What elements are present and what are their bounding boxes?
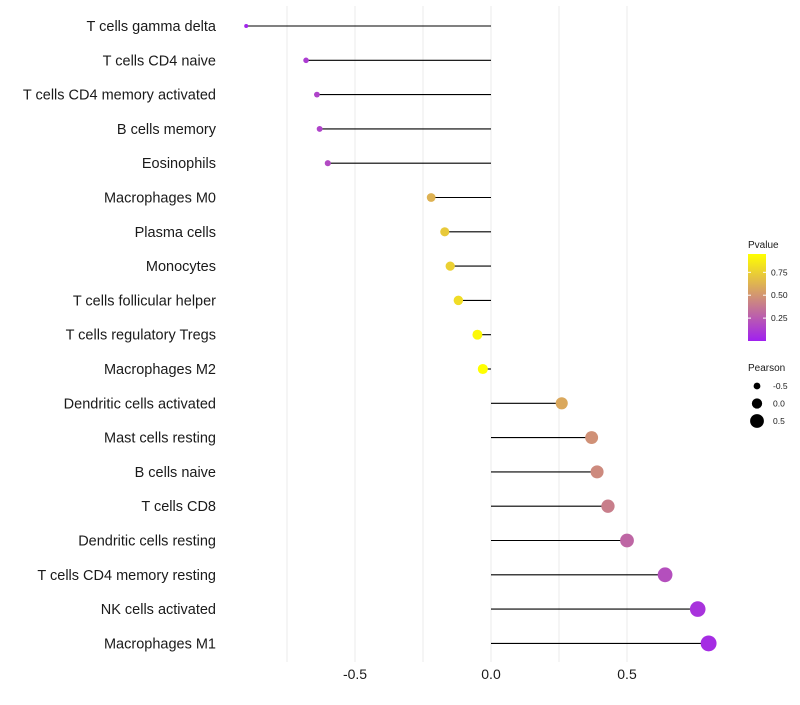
size-legend-label: 0.5 [773, 416, 785, 426]
data-point [477, 363, 488, 375]
data-point [316, 125, 323, 132]
category-label: Monocytes [146, 259, 216, 275]
category-label: Macrophages M0 [104, 191, 216, 207]
pearson-legend: Pearson -0.5 0.0 0.5 [748, 363, 788, 428]
data-point [453, 295, 464, 306]
pvalue-legend: Pvalue 0.75 0.50 0.25 [748, 240, 788, 341]
category-label: Dendritic cells resting [78, 534, 216, 550]
x-tick-label: 0.0 [481, 666, 501, 682]
data-point [620, 533, 634, 548]
data-point [700, 635, 717, 652]
category-label: Dendritic cells activated [64, 396, 216, 412]
data-point [689, 601, 706, 617]
data-point [445, 261, 455, 271]
colorbar-tick-label: 0.25 [771, 313, 788, 323]
category-label: Macrophages M1 [104, 636, 216, 652]
colorbar-tick-label: 0.75 [771, 267, 788, 277]
pvalue-legend-ticks: 0.75 0.50 0.25 [748, 267, 788, 323]
size-legend-label: 0.0 [773, 399, 785, 409]
pearson-legend-title: Pearson [748, 363, 785, 374]
size-legend-dot [753, 382, 761, 390]
data-point [590, 465, 604, 479]
category-labels: T cells gamma delta T cells CD4 naive T ce… [23, 19, 217, 652]
category-label: T cells follicular helper [73, 293, 216, 309]
size-legend-dot [750, 414, 764, 428]
point-layer [244, 24, 717, 652]
grid-layer [286, 6, 628, 662]
data-point [555, 397, 568, 410]
data-point [303, 57, 309, 64]
category-label: Mast cells resting [104, 431, 216, 447]
x-tick-label: -0.5 [343, 666, 367, 682]
category-label: T cells gamma delta [87, 19, 217, 35]
data-point [657, 567, 673, 583]
data-point [585, 431, 599, 445]
pearson-legend-items: -0.5 0.0 0.5 [750, 381, 788, 428]
category-label: B cells naive [135, 465, 216, 481]
category-label: T cells CD4 naive [103, 53, 216, 69]
data-point [472, 329, 483, 340]
x-axis-ticks: -0.5 0.0 0.5 [343, 666, 637, 682]
data-point [426, 193, 436, 202]
data-point [314, 91, 320, 98]
size-legend-label: -0.5 [773, 381, 788, 391]
pvalue-legend-title: Pvalue [748, 240, 779, 251]
category-label: T cells CD4 memory activated [23, 88, 216, 104]
data-point [244, 24, 249, 28]
data-point [601, 499, 615, 513]
category-label: T cells regulatory Tregs [66, 328, 216, 344]
category-label: Eosinophils [142, 156, 216, 172]
category-label: T cells CD4 memory resting [37, 568, 216, 584]
data-point [440, 227, 450, 237]
size-legend-dot [751, 398, 763, 409]
category-label: T cells CD8 [141, 499, 216, 515]
category-label: NK cells activated [101, 602, 216, 618]
category-label: Macrophages M2 [104, 362, 216, 378]
category-label: Plasma cells [135, 225, 216, 241]
colorbar-tick-label: 0.50 [771, 290, 788, 300]
x-tick-label: 0.5 [617, 666, 637, 682]
pvalue-colorbar [748, 254, 766, 341]
category-label: B cells memory [117, 122, 217, 138]
data-point [324, 160, 331, 167]
stem-layer [246, 25, 709, 644]
